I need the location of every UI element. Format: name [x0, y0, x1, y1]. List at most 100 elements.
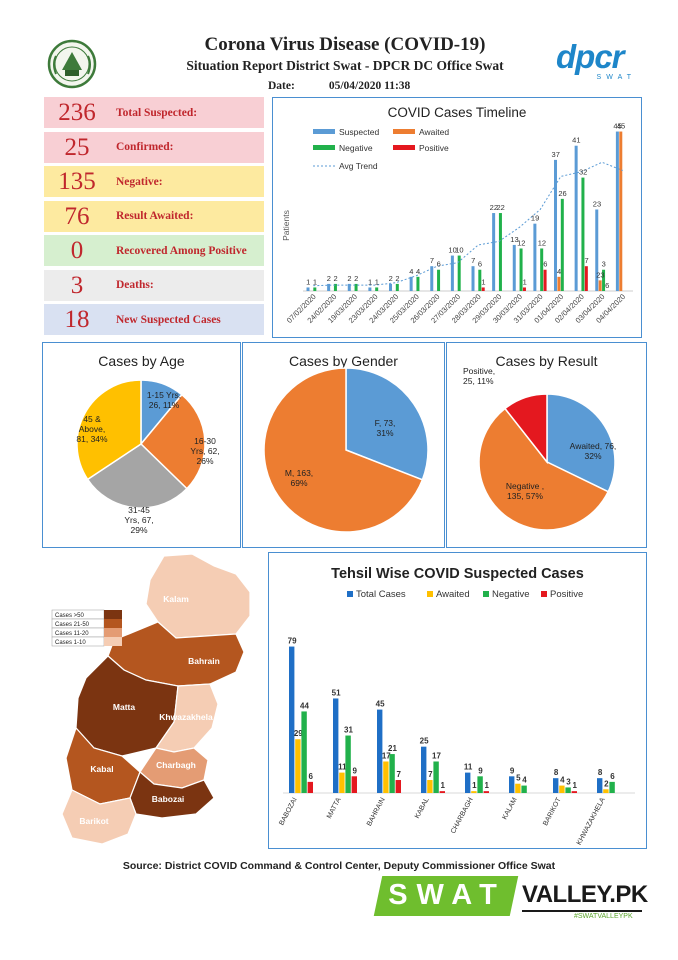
tehsil-bar — [477, 776, 483, 793]
timeline-bar — [375, 287, 379, 291]
pie-slice-label: 31-45 Yrs, 67, 29% — [124, 505, 153, 535]
pie-slice — [263, 367, 424, 533]
stat-label: Result Awaited: — [116, 210, 194, 222]
timeline-bar — [327, 283, 331, 291]
map-region-barikot — [61, 789, 137, 845]
tehsil-data-label: 7 — [428, 770, 433, 779]
tehsil-legend-swatch — [427, 591, 433, 597]
timeline-legend-label: Awaited — [419, 127, 449, 137]
stat-value: 76 — [64, 202, 90, 230]
timeline-data-label: 2 — [389, 274, 393, 283]
timeline-data-label: 22 — [490, 203, 498, 212]
tehsil-data-label: 8 — [554, 768, 559, 777]
tehsil-data-label: 29 — [294, 729, 303, 738]
stat-box: 236 Total Suspected: — [44, 97, 264, 128]
tehsil-bar — [301, 711, 307, 793]
timeline-bar — [519, 248, 523, 291]
timeline-chart: Suspected Awaited Negative Positive Avg Tren… — [281, 122, 633, 325]
map-region-label: Bahrain — [188, 656, 220, 666]
map-legend-swatch — [104, 619, 122, 628]
map-legend-swatch — [104, 610, 122, 619]
stat-box: 18 New Suspected Cases — [44, 304, 264, 335]
tehsil-x-tick-label: CHARBAGH — [450, 797, 475, 835]
tehsil-bar — [383, 761, 389, 793]
tehsil-bar — [521, 785, 527, 793]
date-value: 05/04/2020 11:38 — [328, 80, 411, 92]
tehsil-bar — [559, 785, 565, 793]
pie-slice-label: 45 & Above, 81, 34% — [76, 414, 108, 444]
pie-slice-label: 16-30 Yrs, 62, 26% — [190, 436, 219, 466]
report-subtitle: Situation Report District Swat - DPCR DC… — [186, 58, 504, 73]
timeline-data-label: 32 — [579, 168, 587, 177]
timeline-legend-swatch — [393, 145, 415, 150]
tehsil-bar — [465, 772, 471, 793]
tehsil-legend-swatch — [483, 591, 489, 597]
stat-label: Deaths: — [116, 279, 154, 291]
tehsil-legend-swatch — [347, 591, 353, 597]
pie-slice — [345, 367, 429, 481]
map-region-label: Babozai — [152, 794, 185, 804]
timeline-bar — [557, 276, 561, 291]
timeline-bar — [581, 177, 585, 291]
tehsil-data-label: 79 — [288, 637, 297, 646]
tehsil-data-label: 4 — [560, 776, 565, 785]
timeline-chart-panel: COVID Cases Timeline Suspected Awaited Neg… — [272, 97, 642, 338]
timeline-legend-trend-label: Avg Trend — [339, 161, 378, 171]
timeline-data-label: 6 — [478, 260, 482, 269]
tehsil-data-label: 5 — [516, 774, 521, 783]
timeline-data-label: 6 — [437, 260, 441, 269]
tehsil-data-label: 1 — [572, 781, 577, 790]
timeline-data-label: 41 — [572, 136, 580, 145]
timeline-data-label: 23 — [593, 200, 601, 209]
tehsil-chart: Total Cases Awaited Negative Positive792944… — [278, 589, 635, 846]
timeline-data-label: 23 — [596, 270, 604, 279]
tehsil-bar — [565, 787, 571, 793]
tehsil-x-tick-label: BAHRAIN — [366, 797, 387, 828]
timeline-bar — [512, 244, 516, 291]
stat-box: 25 Confirmed: — [44, 131, 264, 163]
stat-label: Confirmed: — [116, 141, 174, 153]
brand-valley-text: VALLEY.PK — [522, 881, 648, 908]
pie-slice — [86, 443, 188, 509]
stat-label: New Suspected Cases — [116, 313, 221, 326]
map-legend-label: Cases >50 — [55, 613, 85, 619]
date-label: Date: — [268, 80, 295, 92]
timeline-legend-swatch — [393, 129, 415, 134]
map-legend-label: Cases 11-20 — [55, 631, 89, 637]
timeline-data-label: 13 — [510, 235, 518, 244]
tehsil-data-label: 17 — [382, 751, 391, 760]
timeline-data-label: 6 — [605, 281, 609, 290]
tehsil-data-label: 2 — [604, 779, 609, 788]
kpk-emblem-logo — [47, 39, 97, 89]
timeline-bar — [471, 266, 475, 291]
tehsil-bar — [603, 789, 609, 793]
timeline-bar — [416, 276, 420, 291]
tehsil-bar — [377, 709, 383, 793]
age-pie-panel: Cases by Age 1-15 Yrs, 26, 11% 16-30 Yrs, 6… — [42, 342, 241, 548]
tehsil-bar — [609, 781, 615, 793]
timeline-bar — [543, 269, 547, 291]
timeline-legend-swatch — [313, 145, 335, 150]
tehsil-chart-panel: Tehsil Wise COVID Suspected Cases Total … — [268, 552, 647, 849]
pie-slice — [139, 393, 206, 490]
stat-label: Negative: — [116, 175, 163, 188]
stat-value: 135 — [58, 168, 96, 195]
timeline-bar — [450, 255, 454, 291]
stat-value: 18 — [64, 306, 90, 333]
tehsil-data-label: 11 — [464, 763, 473, 772]
map-region-label: Matta — [113, 702, 135, 712]
report-date: Date: 05/04/2020 11:38 — [268, 80, 410, 92]
timeline-bar — [584, 266, 588, 291]
timeline-data-label: 6 — [543, 260, 547, 269]
map-region-label: Charbagh — [156, 760, 196, 770]
tehsil-bar — [389, 754, 395, 793]
tehsil-bar — [333, 698, 339, 793]
stat-value: 0 — [70, 237, 84, 264]
tehsil-bar — [307, 781, 313, 793]
tehsil-x-tick-label: MATTA — [326, 796, 343, 820]
report-title: Corona Virus Disease (COVID-19) — [204, 34, 486, 55]
tehsil-data-label: 31 — [344, 726, 353, 735]
timeline-data-label: 2 — [354, 274, 358, 283]
district-swat-map: Kalam Bahrain Matta Khwazakhela Kabal Charbag… — [51, 553, 251, 845]
pie-slice — [503, 393, 548, 465]
